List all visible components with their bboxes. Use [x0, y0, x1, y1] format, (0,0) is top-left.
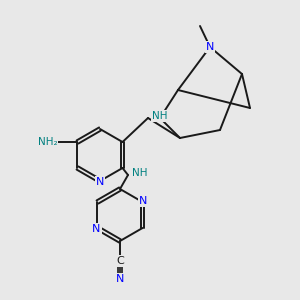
- Text: N: N: [92, 224, 101, 234]
- Text: N: N: [116, 274, 124, 284]
- Text: N: N: [206, 42, 214, 52]
- Text: NH: NH: [152, 111, 168, 121]
- Text: N: N: [96, 177, 104, 187]
- Text: N: N: [139, 196, 148, 206]
- Text: NH₂: NH₂: [38, 137, 57, 147]
- Text: NH: NH: [132, 168, 148, 178]
- Text: C: C: [116, 256, 124, 266]
